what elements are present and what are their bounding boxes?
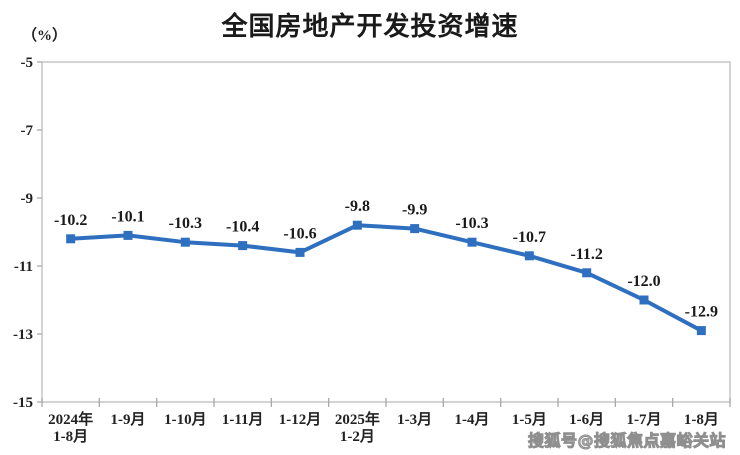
data-point-label: -9.8 [345, 198, 370, 215]
y-axis-tick-label: -11 [14, 259, 33, 275]
x-axis-tick-label: 1-9月 [111, 411, 146, 428]
watermark-text: 搜狐号@搜狐焦点嘉峪关站 [527, 431, 726, 451]
x-axis-tick-label: 2025年 1-2月 [335, 410, 380, 445]
x-axis-tick-label: 1-4月 [455, 411, 490, 428]
data-point-marker [696, 326, 706, 336]
x-axis-tick-label: 1-11月 [222, 411, 264, 428]
data-point-marker [123, 230, 133, 240]
data-point-label: -10.2 [54, 212, 87, 229]
data-point-marker [180, 237, 190, 247]
data-point-marker [524, 251, 534, 261]
data-point-marker [295, 247, 305, 257]
data-point-marker [410, 224, 420, 234]
x-axis-tick-label: 1-10月 [164, 411, 207, 428]
chart-title: 全国房地产开发投资增速 [221, 12, 519, 42]
data-series-line [68, 223, 704, 333]
data-point-label: -12.9 [685, 304, 718, 321]
data-point-label: -11.2 [570, 246, 602, 263]
y-axis-tick-label: -15 [13, 395, 33, 411]
y-axis-tick-label: -13 [13, 327, 33, 343]
plot-area-border [41, 61, 731, 403]
y-axis-tick-label: -9 [21, 191, 34, 207]
data-point-marker [582, 268, 592, 278]
x-axis-tick-label: 1-12月 [279, 411, 322, 428]
data-point-label: -10.6 [283, 225, 316, 242]
x-axis-tick-label: 2024年 1-8月 [48, 410, 93, 445]
y-axis-tick-label: -7 [21, 123, 34, 139]
data-point-marker [238, 241, 248, 251]
data-point-label: -10.1 [111, 208, 144, 225]
x-axis-tick-label: 1-7月 [627, 411, 662, 428]
data-point-label: -9.9 [402, 202, 427, 219]
x-axis-tick-label: 1-5月 [512, 411, 547, 428]
data-point-label: -12.0 [627, 273, 660, 290]
x-axis-tick-label: 1-6月 [569, 411, 604, 428]
y-axis-tick-label: -5 [21, 55, 34, 71]
data-point-marker [352, 220, 362, 230]
data-point-marker [467, 237, 477, 247]
data-point-marker [639, 295, 649, 305]
x-axis-tick-label: 1-8月 [684, 411, 719, 428]
x-axis-tick-label: 1-3月 [397, 411, 432, 428]
data-point-label: -10.3 [455, 215, 488, 232]
data-point-marker [66, 234, 76, 244]
y-axis-unit-label: （%） [22, 28, 68, 44]
data-point-label: -10.3 [169, 215, 202, 232]
data-point-label: -10.7 [513, 229, 546, 246]
data-point-label: -10.4 [226, 219, 259, 236]
